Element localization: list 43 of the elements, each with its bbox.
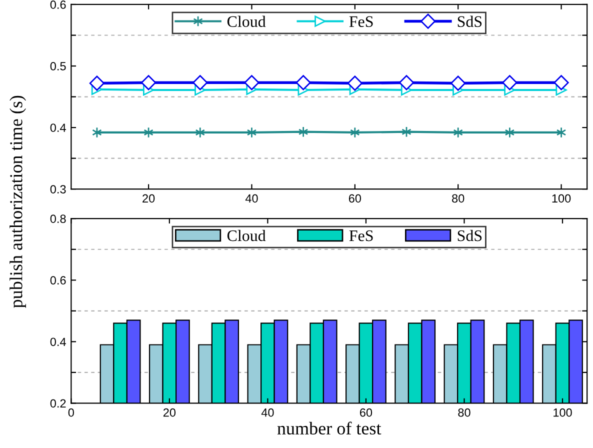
point [350, 126, 360, 138]
point [398, 75, 414, 90]
x-tick-label: 20 [163, 408, 176, 417]
y-tick-label: 0.4 [50, 338, 66, 346]
x-tick-label: 40 [261, 408, 274, 417]
point [502, 75, 518, 90]
point [244, 75, 260, 90]
y-tick-label: 0.2 [50, 399, 66, 408]
y-tick-label: 0.3 [50, 185, 66, 194]
x-tick-label: 60 [360, 408, 372, 417]
x-tick-label: 80 [458, 408, 470, 417]
legend-label: Cloud [227, 230, 266, 242]
point [246, 126, 257, 138]
x-tick-label: 100 [552, 194, 571, 203]
x-tick-label: 100 [554, 408, 572, 417]
point [192, 75, 208, 90]
point [140, 75, 156, 90]
y-tick-label: 0.8 [50, 214, 66, 223]
y-tick-label: 0.4 [50, 124, 66, 132]
legend-label: FeS [349, 16, 373, 27]
y-tick-label: 0.5 [50, 62, 66, 70]
x-tick-label: 20 [142, 194, 155, 203]
y-tick-label: 0.6 [50, 0, 66, 9]
point [554, 75, 569, 90]
x-tick-label: 60 [348, 194, 362, 203]
point [347, 76, 362, 91]
x-tick-label: 40 [245, 194, 258, 203]
legend-label: SdS [458, 16, 482, 27]
point [89, 76, 105, 91]
point [195, 126, 206, 138]
legend-label: FeS [349, 230, 373, 242]
y-tick-label: 0.6 [50, 276, 66, 285]
point [450, 76, 466, 91]
y-axis-title: publish authorization time (s) [10, 96, 26, 308]
x-tick-label: 80 [452, 194, 464, 203]
point [453, 126, 463, 138]
point [504, 126, 515, 138]
x-axis-title: number of test [277, 422, 382, 435]
legend-label: SdS [458, 230, 482, 242]
point [556, 126, 566, 138]
x-tick-label: 0 [68, 408, 74, 417]
point [296, 75, 311, 90]
legend-label: Cloud [227, 16, 266, 27]
